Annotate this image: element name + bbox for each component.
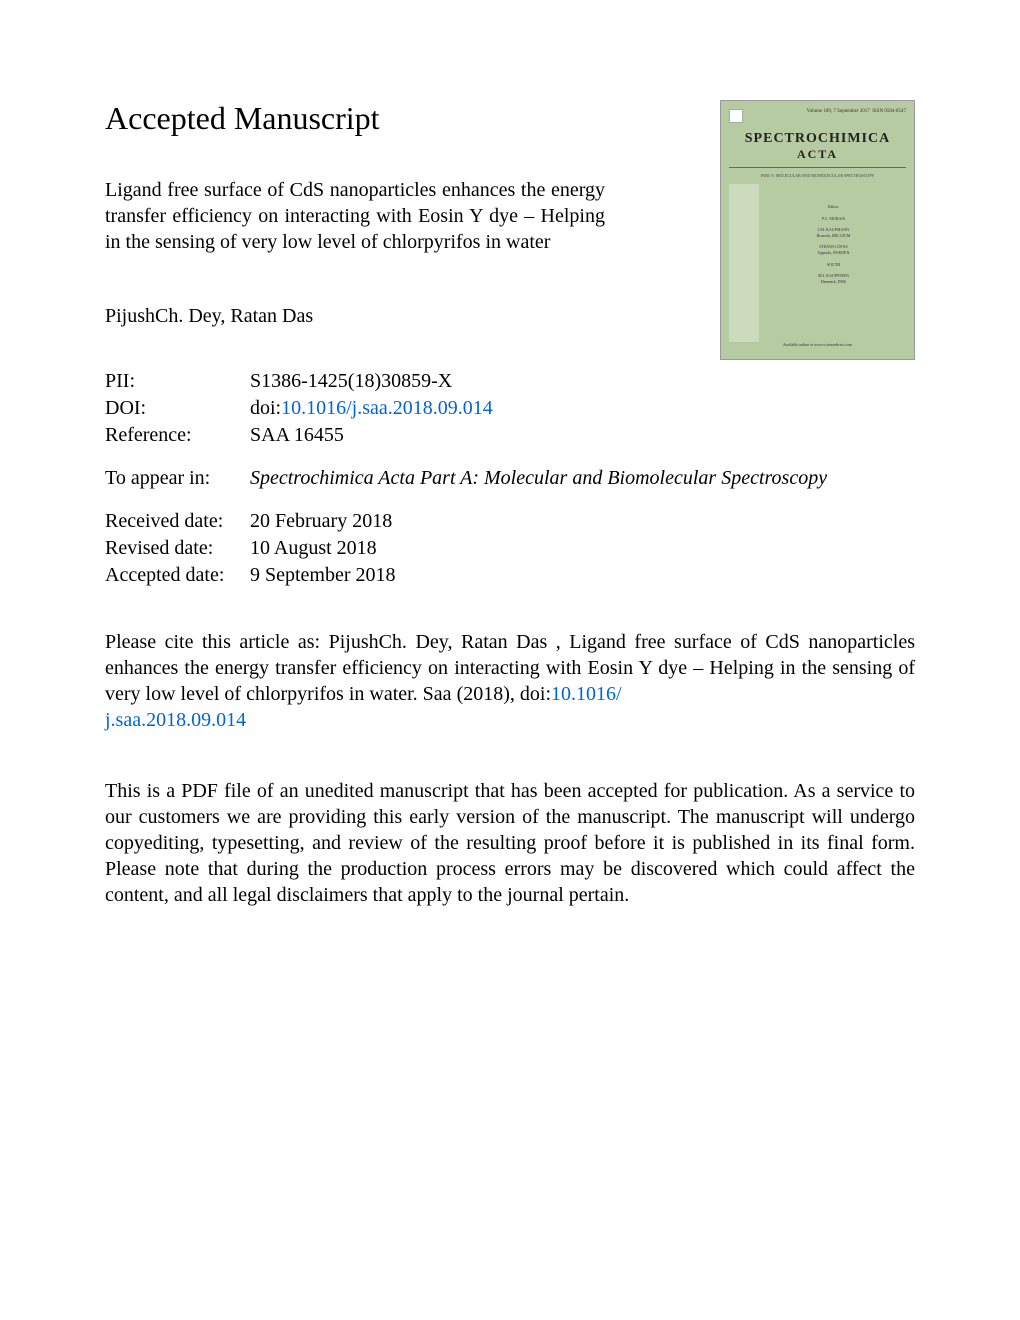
table-row: To appear in: Spectrochimica Acta Part A… bbox=[105, 449, 827, 492]
doi-link[interactable]: 10.1016/j.saa.2018.09.014 bbox=[281, 397, 493, 419]
page-heading: Accepted Manuscript bbox=[105, 100, 380, 137]
cover-journal-subtitle: ACTA bbox=[797, 147, 838, 162]
cover-vol-issn: Volume 189, 7 September 2017 ISSN 0584-8… bbox=[807, 109, 906, 123]
table-row: Revised date: 10 August 2018 bbox=[105, 535, 827, 562]
appear-label: To appear in: bbox=[105, 449, 250, 492]
reference-label: Reference: bbox=[105, 422, 250, 449]
accepted-value: 9 September 2018 bbox=[250, 562, 827, 589]
cover-footer: Available online at www.sciencedirect.co… bbox=[783, 342, 852, 347]
table-row: Reference: SAA 16455 bbox=[105, 422, 827, 449]
doi-value: doi:10.1016/j.saa.2018.09.014 bbox=[250, 395, 827, 422]
journal-cover-thumbnail: Volume 189, 7 September 2017 ISSN 0584-8… bbox=[720, 100, 915, 360]
received-value: 20 February 2018 bbox=[250, 492, 827, 535]
revised-value: 10 August 2018 bbox=[250, 535, 827, 562]
table-row: DOI: doi:10.1016/j.saa.2018.09.014 bbox=[105, 395, 827, 422]
disclaimer-text: This is a PDF file of an unedited manusc… bbox=[105, 778, 915, 908]
elsevier-logo-icon bbox=[729, 109, 743, 123]
table-row: PII: S1386-1425(18)30859-X bbox=[105, 368, 827, 395]
received-label: Received date: bbox=[105, 492, 250, 535]
cover-journal-title: SPECTROCHIMICA bbox=[745, 131, 890, 147]
citation-doi-link-cont[interactable]: j.saa.2018.09.014 bbox=[105, 709, 246, 731]
reference-value: SAA 16455 bbox=[250, 422, 827, 449]
citation-text: Please cite this article as: PijushCh. D… bbox=[105, 629, 915, 733]
article-metadata-table: PII: S1386-1425(18)30859-X DOI: doi:10.1… bbox=[105, 368, 827, 589]
cover-part-line: PART A: MOLECULAR AND BIOMOLECULAR SPECT… bbox=[761, 173, 875, 178]
table-row: Accepted date: 9 September 2018 bbox=[105, 562, 827, 589]
doi-label: DOI: bbox=[105, 395, 250, 422]
pii-value: S1386-1425(18)30859-X bbox=[250, 368, 827, 395]
table-row: Received date: 20 February 2018 bbox=[105, 492, 827, 535]
pii-label: PII: bbox=[105, 368, 250, 395]
cover-left-panel bbox=[729, 184, 759, 342]
appear-value: Spectrochimica Acta Part A: Molecular an… bbox=[250, 449, 827, 492]
article-title: Ligand free surface of CdS nanoparticles… bbox=[105, 177, 605, 255]
cover-editors-panel: Editor: P.C. MORAIS J.M. KAUFMANNBrussel… bbox=[761, 184, 906, 342]
citation-doi-link[interactable]: 10.1016/ bbox=[551, 683, 622, 705]
revised-label: Revised date: bbox=[105, 535, 250, 562]
accepted-label: Accepted date: bbox=[105, 562, 250, 589]
